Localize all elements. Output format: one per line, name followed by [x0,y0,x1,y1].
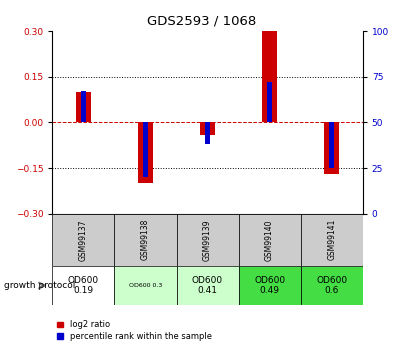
Bar [114,214,177,266]
Bar [268,82,272,122]
Bar [138,122,153,184]
Bar [324,122,339,174]
Bar [330,122,334,168]
Text: GSM99138: GSM99138 [141,219,150,260]
Bar [206,122,210,145]
Text: GSM99137: GSM99137 [79,219,88,260]
Legend: log2 ratio, percentile rank within the sample: log2 ratio, percentile rank within the s… [56,321,212,341]
Text: OD600
0.41: OD600 0.41 [192,276,223,295]
Bar [143,122,147,177]
Bar [52,214,114,266]
Text: GSM99139: GSM99139 [203,219,212,260]
Bar [52,266,114,305]
Text: growth protocol: growth protocol [4,281,75,290]
Bar [301,266,363,305]
Text: OD600 0.3: OD600 0.3 [129,283,162,288]
Text: GDS2593 / 1068: GDS2593 / 1068 [147,14,256,27]
Bar [114,266,177,305]
Bar [76,92,91,122]
Bar [81,91,85,122]
Bar [262,31,277,122]
Bar [177,214,239,266]
Text: OD600
0.19: OD600 0.19 [68,276,99,295]
Text: OD600
0.6: OD600 0.6 [316,276,347,295]
Bar [301,214,363,266]
Text: GSM99140: GSM99140 [265,219,274,260]
Bar [177,266,239,305]
Bar [239,214,301,266]
Text: OD600
0.49: OD600 0.49 [254,276,285,295]
Bar [200,122,215,135]
Text: GSM99141: GSM99141 [327,219,336,260]
Bar [239,266,301,305]
